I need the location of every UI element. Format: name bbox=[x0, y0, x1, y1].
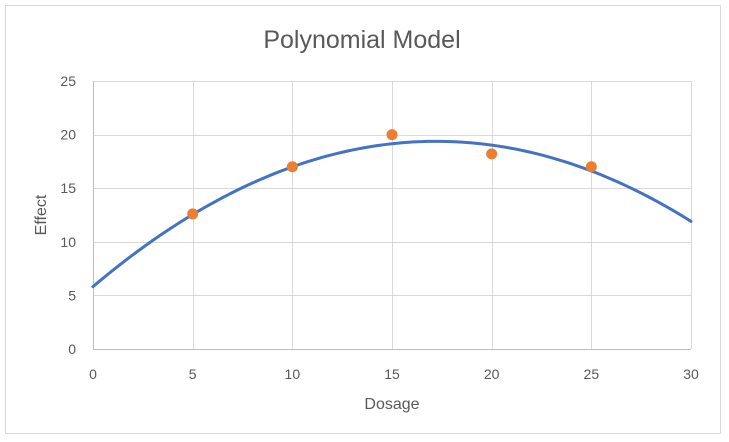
data-point bbox=[386, 129, 398, 141]
y-tick-label: 0 bbox=[68, 341, 76, 357]
x-tick-label: 5 bbox=[189, 366, 197, 382]
chart-area bbox=[5, 5, 721, 434]
x-tick-label: 10 bbox=[285, 366, 301, 382]
gridlines bbox=[93, 81, 692, 349]
axes bbox=[93, 81, 691, 350]
data-points bbox=[187, 129, 597, 220]
data-point bbox=[187, 208, 199, 220]
y-tick-label: 25 bbox=[60, 73, 76, 89]
y-tick-label: 10 bbox=[60, 234, 76, 250]
data-point bbox=[585, 161, 597, 173]
data-point bbox=[486, 148, 498, 160]
y-axis-label: Effect bbox=[33, 194, 50, 235]
x-tick-label: 25 bbox=[584, 366, 600, 382]
y-tick-label: 15 bbox=[60, 180, 76, 196]
chart-title: Polynomial Model bbox=[263, 26, 460, 54]
y-tick-label: 5 bbox=[68, 287, 76, 303]
x-tick-label: 0 bbox=[89, 366, 97, 382]
y-tick-labels: 0 5 10 15 20 25 bbox=[60, 73, 76, 357]
y-tick-label: 20 bbox=[60, 127, 76, 143]
x-tick-label: 20 bbox=[484, 366, 500, 382]
x-tick-label: 30 bbox=[683, 366, 699, 382]
data-point bbox=[286, 161, 298, 173]
x-axis-label: Dosage bbox=[364, 396, 419, 413]
x-tick-label: 15 bbox=[384, 366, 400, 382]
x-tick-labels: 0 5 10 15 20 25 30 bbox=[89, 366, 699, 382]
